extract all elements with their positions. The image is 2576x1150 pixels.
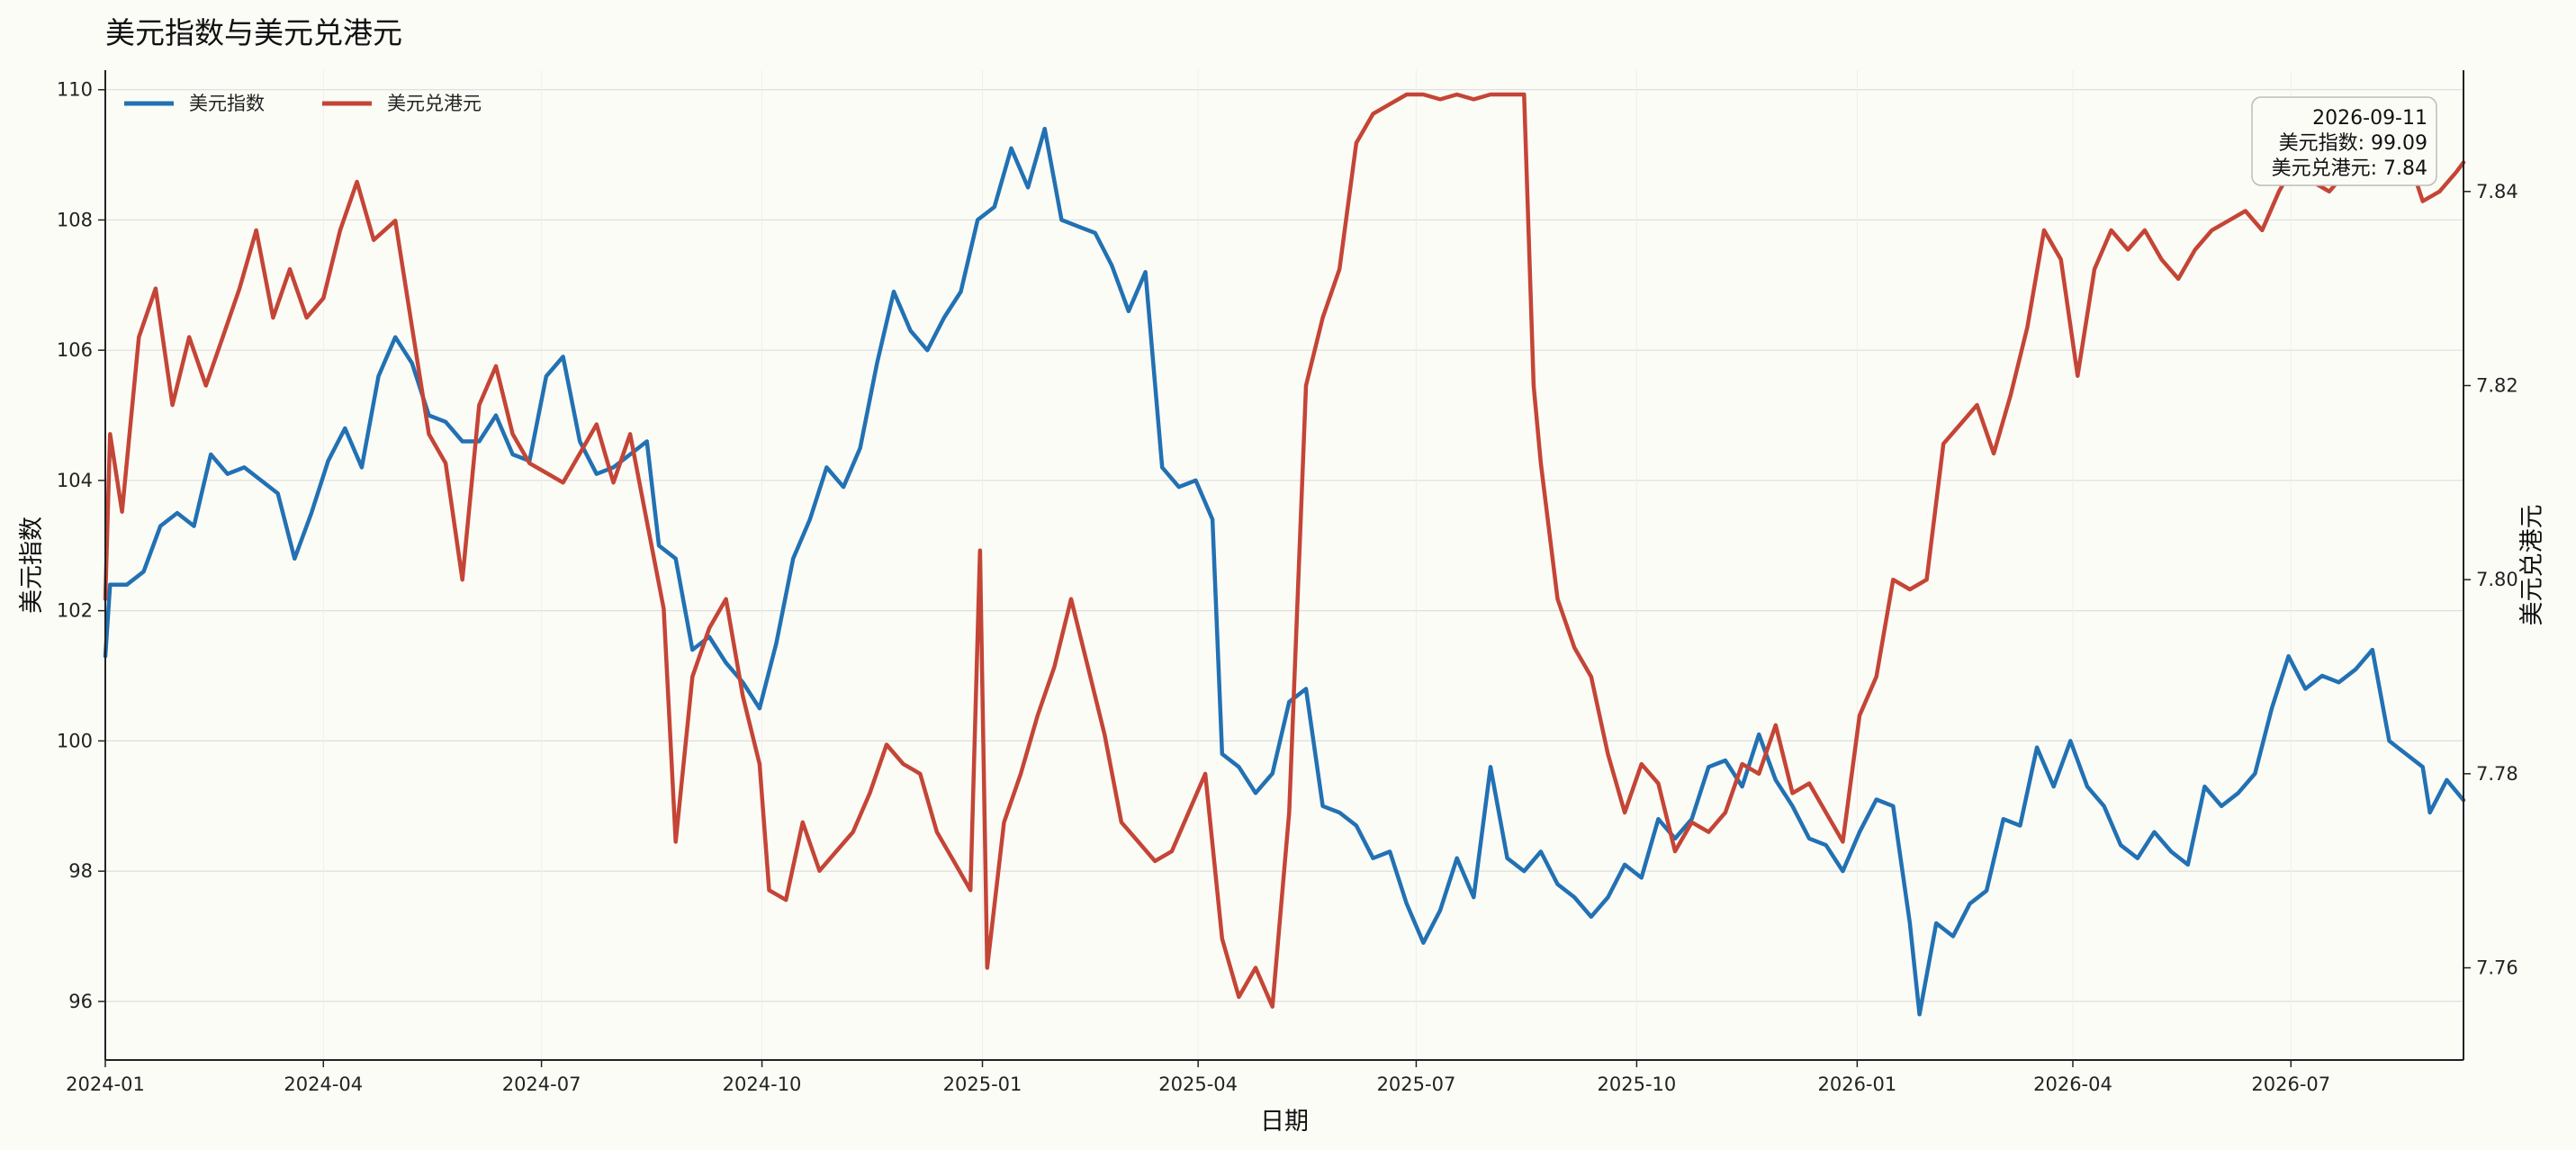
left-tick-label-7: 110	[57, 79, 93, 101]
left-tick-label-0: 96	[68, 991, 93, 1012]
left-tick-label-4: 104	[57, 470, 93, 491]
left-tick-label-1: 98	[68, 860, 93, 882]
chart-title: 美元指数与美元兑港元	[105, 15, 402, 50]
right-tick-label-3: 7.82	[2476, 374, 2518, 396]
x-tick-label-3: 2024-10	[723, 1074, 802, 1095]
x-tick-label-8: 2026-01	[1817, 1074, 1896, 1095]
left-axis-title: 美元指数	[18, 517, 46, 614]
right-tick-label-2: 7.80	[2476, 569, 2518, 590]
right-tick-label-1: 7.78	[2476, 763, 2518, 785]
left-tick-label-5: 106	[57, 339, 93, 361]
left-tick-label-6: 108	[57, 209, 93, 230]
x-tick-label-0: 2024-01	[66, 1074, 145, 1095]
x-tick-label-5: 2025-04	[1158, 1074, 1238, 1095]
x-tick-label-4: 2025-01	[943, 1074, 1022, 1095]
x-tick-label-7: 2025-10	[1598, 1074, 1677, 1095]
tooltip-box	[2251, 96, 2437, 186]
x-tick-label-2: 2024-07	[502, 1074, 581, 1095]
right-tick-label-0: 7.76	[2476, 957, 2518, 979]
axes	[104, 70, 2464, 1061]
left-tick-label-2: 100	[57, 730, 93, 751]
series-line-usd-index	[103, 126, 2466, 1017]
x-tick-label-9: 2026-04	[2033, 1074, 2112, 1095]
tooltip-usd-index: 美元指数: 99.09	[2279, 132, 2427, 155]
tooltip-usd-hkd: 美元兑港元: 7.84	[2272, 157, 2427, 180]
right-axis-title: 美元兑港元	[2518, 505, 2546, 626]
x-tick-label-6: 2025-07	[1377, 1074, 1456, 1095]
right-tick-label-4: 7.84	[2476, 181, 2518, 202]
plot-background	[105, 70, 2463, 1060]
hover-tooltip: 2026-09-11 美元指数: 99.09 美元兑港元: 7.84	[2251, 96, 2437, 186]
tick-labels: 96 98 100 102 104 106 108 110 7.76 7.78 7.80 7.82 7.…	[57, 79, 2518, 1095]
series-line-usd-hkd	[103, 92, 2466, 1009]
legend: 美元指数 美元兑港元	[124, 93, 482, 114]
legend-label-usd-index: 美元指数	[189, 93, 265, 114]
x-axis-title: 日期	[1260, 1108, 1309, 1136]
x-tick-label-1: 2024-04	[284, 1074, 363, 1095]
series-lines	[103, 92, 2466, 1017]
left-tick-label-3: 102	[57, 600, 93, 622]
x-tick-label-10: 2026-07	[2251, 1074, 2330, 1095]
tooltip-date: 2026-09-11	[2312, 107, 2427, 130]
legend-label-usd-hkd: 美元兑港元	[387, 93, 482, 114]
